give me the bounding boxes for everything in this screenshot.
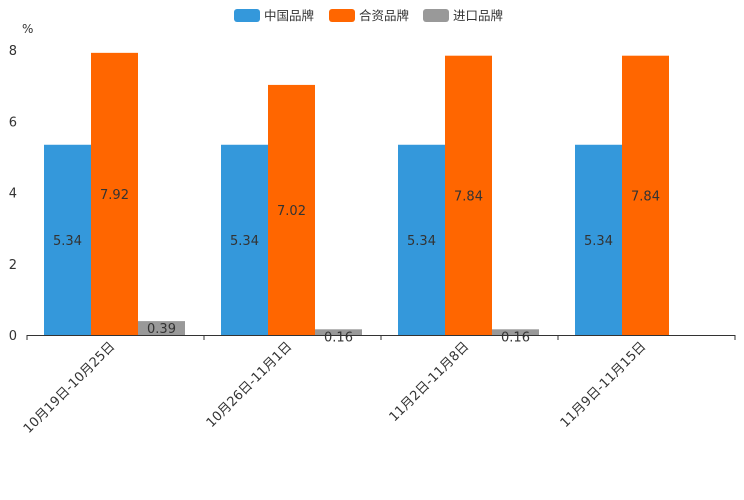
bar-value-label-2-2: 7.02 bbox=[277, 204, 306, 219]
y-tick-label-4: 4 bbox=[9, 187, 17, 202]
legend-swatch-3[interactable] bbox=[423, 9, 449, 22]
bar-2-2[interactable] bbox=[268, 84, 315, 335]
bar-value-label-1-2: 5.34 bbox=[230, 234, 259, 249]
bar-2-1[interactable] bbox=[91, 52, 138, 335]
y-tick-label-2: 2 bbox=[9, 258, 17, 273]
bar-value-label-2-3: 7.84 bbox=[454, 189, 483, 204]
bar-1-3[interactable] bbox=[398, 144, 445, 335]
bar-value-label-3-1: 0.39 bbox=[147, 322, 176, 337]
bar-value-label-2-4: 7.84 bbox=[631, 189, 660, 204]
x-tick-label-1: 10月19日-10月25日 bbox=[21, 339, 118, 436]
bar-3-3[interactable] bbox=[492, 329, 539, 335]
x-tick-label-4: 11月9日-11月15日 bbox=[558, 339, 650, 431]
bar-3-2[interactable] bbox=[315, 329, 362, 335]
bar-value-label-2-1: 7.92 bbox=[100, 188, 129, 203]
bar-1-1[interactable] bbox=[44, 144, 91, 335]
bar-value-label-1-1: 5.34 bbox=[53, 234, 82, 249]
x-tick-label-3: 11月2日-11月8日 bbox=[387, 339, 473, 425]
legend-swatch-1[interactable] bbox=[234, 9, 260, 22]
bar-2-4[interactable] bbox=[622, 55, 669, 335]
bar-value-label-3-2: 0.16 bbox=[324, 330, 353, 345]
y-axis-unit-label: % bbox=[22, 22, 33, 36]
y-tick-label-8: 8 bbox=[9, 44, 17, 59]
bar-3-1[interactable] bbox=[138, 321, 185, 335]
legend-swatch-2[interactable] bbox=[329, 9, 355, 22]
bars-group: 5.34 7.92 0.39 5.34 7.02 0.16 5.34 7.84 0.16 5.34… bbox=[44, 52, 669, 345]
y-tick-label-6: 6 bbox=[9, 115, 17, 130]
bar-value-label-3-3: 0.16 bbox=[501, 330, 530, 345]
bar-1-4[interactable] bbox=[575, 144, 622, 335]
x-axis: 10月19日-10月25日 10月26日-11月1日 11月2日-11月8日 11月9… bbox=[21, 335, 736, 437]
bar-2-3[interactable] bbox=[445, 55, 492, 335]
legend-label-3[interactable]: 进口品牌 bbox=[453, 8, 503, 23]
bar-1-2[interactable] bbox=[221, 144, 268, 335]
y-tick-label-0: 0 bbox=[9, 329, 17, 344]
bar-value-label-1-4: 5.34 bbox=[584, 234, 613, 249]
y-axis: 0 2 4 6 8 bbox=[9, 44, 17, 344]
legend: 中国品牌 合资品牌 进口品牌 bbox=[234, 8, 503, 23]
bar-value-label-1-3: 5.34 bbox=[407, 234, 436, 249]
legend-label-2[interactable]: 合资品牌 bbox=[359, 8, 409, 23]
legend-label-1[interactable]: 中国品牌 bbox=[264, 8, 314, 23]
x-tick-label-2: 10月26日-11月1日 bbox=[204, 339, 296, 431]
